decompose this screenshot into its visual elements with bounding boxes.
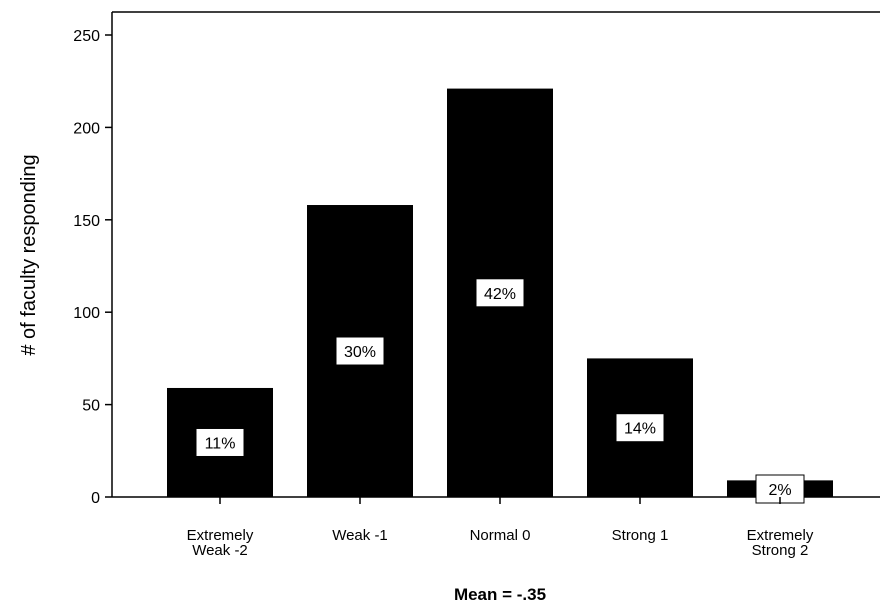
y-tick-label: 200 <box>73 120 100 137</box>
percent-label: 14% <box>624 421 656 438</box>
x-tick-label: Strong 2 <box>752 542 809 559</box>
x-axis-title: Mean = -.35 <box>454 585 546 604</box>
x-tick-label: Strong 1 <box>612 527 669 544</box>
percent-label-box <box>195 427 245 457</box>
percent-label: 42% <box>484 286 516 303</box>
x-tick-label: Extremely <box>747 527 814 544</box>
x-tick-label: Weak -1 <box>332 527 388 544</box>
y-tick-label: 250 <box>73 28 100 45</box>
y-tick-label: 0 <box>91 490 100 507</box>
x-tick-label: Weak -2 <box>192 542 248 559</box>
y-tick-label: 150 <box>73 213 100 230</box>
percent-label: 30% <box>344 344 376 361</box>
y-tick-label: 50 <box>82 398 100 415</box>
y-tick-label: 100 <box>73 305 100 322</box>
bars: 11% 30% 42% 14% 2% <box>167 88 833 504</box>
percent-label: 2% <box>768 482 791 499</box>
percent-label: 11% <box>205 435 236 452</box>
x-tick-label: Normal 0 <box>470 527 531 544</box>
percent-label-box <box>475 278 525 308</box>
y-axis-title: # of faculty responding <box>18 154 40 355</box>
y-axis-ticks: 0 50 100 150 200 250 <box>73 28 112 507</box>
percent-label-box <box>335 336 385 366</box>
percent-label-box <box>615 413 665 443</box>
x-tick-label: Extremely <box>187 527 254 544</box>
